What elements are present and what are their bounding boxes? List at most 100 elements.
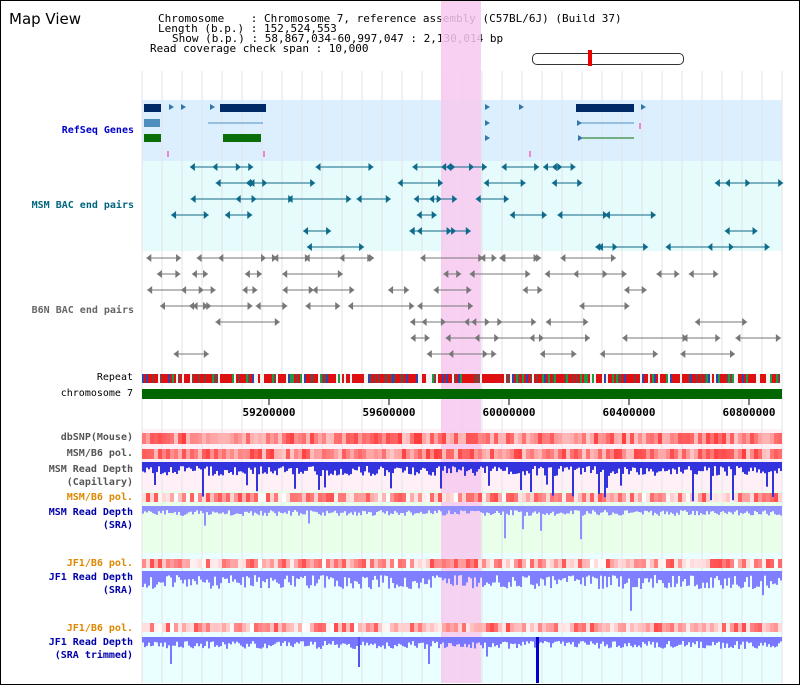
polymorphism-cell [262,433,266,444]
polymorphism-cell [214,493,218,502]
track-label-jf1-b6-pol[interactable]: JF1/B6 pol. [66,558,133,569]
polymorphism-cell [402,433,406,444]
depth-bar [436,571,438,576]
repeat-segment [184,374,186,383]
depth-bar [420,571,422,583]
track-label-jf1-read-depth-sra[interactable]: JF1 Read Depth [48,572,133,583]
repeat-segment [344,374,346,383]
bac-end-marker [244,270,250,278]
depth-bar [502,571,504,587]
depth-bar [474,506,476,512]
polymorphism-cell [254,623,258,632]
repeat-segment [162,374,164,383]
track-label-msm-b6-pol[interactable]: MSM/B6 pol. [66,448,133,459]
depth-bar [512,637,514,645]
repeat-segment [472,374,474,383]
polymorphism-cell [738,493,742,502]
depth-bar [242,571,244,578]
track-label-b6n-bac[interactable]: B6N BAC end pairs [31,305,134,316]
polymorphism-cell [538,493,542,502]
depth-bar [464,571,466,586]
depth-bar [374,637,376,644]
depth-bar [248,462,250,468]
depth-bar [688,637,690,643]
depth-bar [360,571,362,589]
polymorphism-cell [158,449,162,459]
depth-bar [592,637,594,644]
depth-bar [672,462,674,469]
depth-bar [346,571,348,587]
bac-end-marker [346,195,352,203]
polymorphism-cell [170,559,174,568]
track-label-jf1-read-depth-trim[interactable]: JF1 Read Depth [48,637,133,648]
repeat-segment [766,374,768,383]
depth-bar [486,637,488,657]
selection-highlight [441,1,481,683]
polymorphism-cell [150,449,154,459]
polymorphism-cell [610,449,614,459]
track-label-msm-bac[interactable]: MSM BAC end pairs [31,200,134,211]
chromosome-bar [142,389,782,399]
depth-bar [512,506,514,516]
depth-bar [668,571,670,583]
track-label-msm-read-depth-sra[interactable]: MSM Read Depth [48,507,133,518]
polymorphism-cell [410,449,414,459]
depth-bar [590,506,592,514]
repeat-segment [432,374,434,383]
track-label-msm-read-depth-cap[interactable]: MSM Read Depth [48,464,133,475]
depth-bar [226,506,228,514]
depth-bar [340,506,342,513]
track-label-jf1-b6-pol-2[interactable]: JF1/B6 pol. [66,623,133,634]
polymorphism-cell [702,433,706,444]
depth-bar [242,637,244,647]
depth-bar [558,571,560,580]
depth-bar [462,506,464,512]
polymorphism-cell [402,493,406,502]
bac-end-marker [156,270,162,278]
depth-bar [712,462,714,476]
depth-bar [558,462,560,469]
depth-bar [182,571,184,584]
polymorphism-cell [306,493,310,502]
polymorphism-cell [746,493,750,502]
polymorphism-cell [642,559,646,568]
gene-exon [576,104,634,112]
repeat-segment [714,374,716,383]
repeat-segment [536,374,538,383]
depth-bar [180,637,182,647]
track-label-msm-b6-pol-2[interactable]: MSM/B6 pol. [66,492,133,503]
depth-bar [232,506,234,516]
depth-bar [490,637,492,648]
depth-bar [488,571,490,584]
track-label-refseq[interactable]: RefSeq Genes [61,125,134,136]
depth-bar [428,637,430,665]
depth-bar [378,571,380,588]
depth-bar [284,571,286,580]
chromosome-ideogram[interactable] [532,53,684,65]
depth-bar [672,637,674,648]
polymorphism-cell [170,433,174,444]
depth-bar [186,637,188,642]
depth-bar [736,506,738,511]
track-label-dbsnp[interactable]: dbSNP(Mouse) [60,432,133,443]
bac-end-marker [621,270,627,278]
polymorphism-cell [742,623,746,632]
depth-bar [700,462,702,472]
polymorphism-cell [494,493,498,502]
depth-bar [652,506,654,516]
depth-bar [526,506,528,513]
polymorphism-cell [638,623,642,632]
polymorphism-cell [714,493,718,502]
repeat-segment [346,374,348,383]
depth-bar [738,637,740,649]
depth-bar [354,506,356,512]
bac-end-marker [483,179,489,187]
polymorphism-cell [438,493,442,502]
polymorphism-cell [434,433,438,444]
bac-end-marker [368,163,374,171]
depth-bar [230,462,232,473]
bac-end-marker [602,270,608,278]
depth-bar [266,637,268,649]
depth-bar [348,506,350,514]
